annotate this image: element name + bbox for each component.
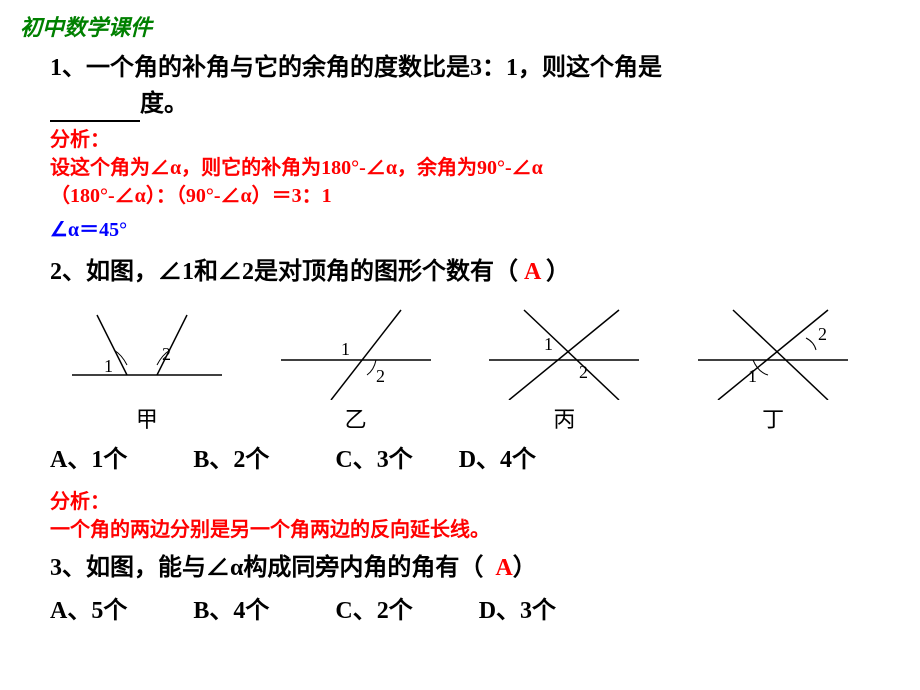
q2-answer: A [524,259,540,285]
q1-analysis: 分析： 设这个角为∠α，则它的补角为180°-∠α，余角为90°-∠α （180… [50,126,900,210]
q1-analysis-label: 分析： [50,129,110,151]
figure-ding: 1 2 丁 [676,300,870,434]
q1-result: ∠α＝45° [50,216,900,244]
svg-text:1: 1 [341,339,350,359]
figure-ding-svg: 1 2 [688,300,858,400]
figure-bing: 1 2 丙 [468,300,662,434]
figure-yi: 1 2 乙 [259,300,453,434]
q3-answer: A [495,555,512,581]
q1-analysis-line1: 设这个角为∠α，则它的补角为180°-∠α，余角为90°-∠α [50,157,543,179]
question-1: 1、一个角的补角与它的余角的度数比是3：1，则这个角是 度。 [50,50,900,122]
q2-analysis-label: 分析： [50,491,110,513]
q3-text: 3、如图，能与∠α构成同旁内角的角有（ [50,555,483,581]
svg-text:2: 2 [376,366,385,386]
question-2: 2、如图，∠1和∠2是对顶角的图形个数有（ A ） [50,254,900,290]
courseware-title: 初中数学课件 [20,10,900,42]
figure-jia-svg: 1 2 [62,300,232,400]
q3-opt-d: D、3个 [479,598,556,624]
figure-bing-svg: 1 2 [479,300,649,400]
q3-options: A、5个 B、4个 C、2个 D、3个 [50,590,900,625]
question-3: 3、如图，能与∠α构成同旁内角的角有（ A） [50,550,900,586]
q3-opt-a: A、5个 [50,598,127,624]
svg-text:2: 2 [162,344,171,364]
q2-text: 2、如图，∠1和∠2是对顶角的图形个数有（ [50,259,518,285]
q3-opt-b: B、4个 [193,598,269,624]
q2-opt-c: C、3个 [335,447,412,473]
q3-opt-c: C、2个 [335,598,412,624]
q2-analysis-text: 一个角的两边分别是另一个角两边的反向延长线。 [50,519,490,541]
figure-yi-svg: 1 2 [271,300,441,400]
svg-text:1: 1 [104,356,113,376]
q2-opt-a: A、1个 [50,447,127,473]
svg-text:1: 1 [748,366,757,386]
q1-analysis-line2: （180°-∠α）：（90°-∠α）＝3：1 [50,185,332,207]
svg-text:1: 1 [544,334,553,354]
q2-opt-d: D、4个 [459,447,536,473]
q3-text-close: ） [513,555,537,581]
q1-blank [50,100,140,122]
q1-text-b: 度。 [140,91,188,117]
q2-analysis: 分析： 一个角的两边分别是另一个角两边的反向延长线。 [50,488,900,544]
figure-ding-label: 丁 [762,402,784,434]
q2-figures: 1 2 甲 1 2 乙 1 2 丙 1 [50,300,870,434]
figure-yi-label: 乙 [345,402,367,434]
figure-jia: 1 2 甲 [50,300,244,434]
figure-bing-label: 丙 [553,402,575,434]
q2-opt-b: B、2个 [193,447,269,473]
q1-text-a: 1、一个角的补角与它的余角的度数比是3：1，则这个角是 [50,55,662,81]
svg-text:2: 2 [579,362,588,382]
svg-text:2: 2 [818,324,827,344]
q2-options: A、1个 B、2个 C、3个 D、4个 [50,439,900,474]
q2-text-close: ） [546,259,570,285]
figure-jia-label: 甲 [136,402,158,434]
